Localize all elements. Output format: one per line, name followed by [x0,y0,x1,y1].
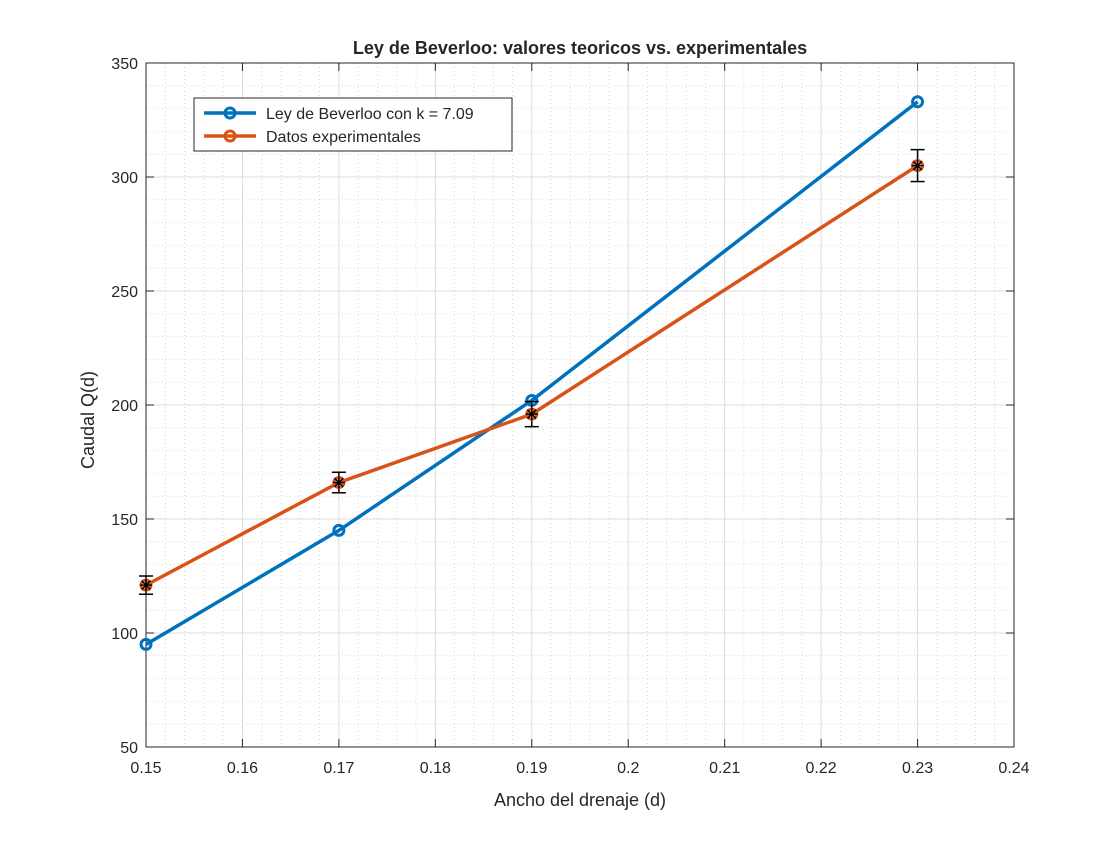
asterisk-marker [332,476,345,489]
x-tick-label: 0.23 [902,760,933,777]
y-tick-label: 100 [111,626,138,643]
series-line [145,164,919,587]
x-axis-label: Ancho del drenaje (d) [494,790,666,810]
y-tick-label: 350 [111,56,138,73]
legend-box [193,97,513,152]
minor-grid [146,63,1014,747]
asterisk-stroke [912,160,923,171]
asterisk-stroke [141,580,151,590]
legend-marker [223,106,237,120]
x-tick-label: 0.24 [998,760,1029,777]
chart-title: Ley de Beverloo: valores teoricos vs. ex… [353,38,807,58]
tick-labels: 0.15 0.16 0.17 0.18 0.19 0.2 0.21 0.22 0.23 0.24 5… [111,56,1029,777]
x-tick-label: 0.2 [617,760,639,777]
data-point [911,95,925,109]
x-tick-label: 0.16 [227,760,258,777]
major-grid [145,62,1015,748]
y-axis-label: Caudal Q(d) [78,371,98,469]
x-tick-label: 0.22 [806,760,837,777]
series-line [145,100,919,646]
y-tick-label: 150 [111,512,138,529]
y-tick-label: 200 [111,398,138,415]
legend: Ley de Beverloo con k = 7.09 Datos experi… [193,97,513,152]
x-tick-label: 0.18 [420,760,451,777]
y-tick-label: 300 [111,170,138,187]
series-2 [139,148,925,595]
series-1 [139,95,925,651]
asterisk-marker [911,159,924,172]
x-tick-label: 0.19 [516,760,547,777]
y-tick-label: 50 [120,740,138,757]
x-tick-label: 0.15 [130,760,161,777]
asterisk-marker [140,579,152,592]
data-point [332,523,346,537]
legend-marker [223,129,237,143]
series-layer [139,95,925,651]
data-point [139,637,153,651]
asterisk-marker [525,408,538,421]
asterisk-stroke [526,409,537,419]
legend-label: Datos experimentales [266,129,421,146]
legend-label: Ley de Beverloo con k = 7.09 [266,106,474,123]
x-tick-label: 0.17 [323,760,354,777]
y-tick-label: 250 [111,284,138,301]
axis-ticks [145,62,1015,748]
x-tick-label: 0.21 [709,760,740,777]
asterisk-stroke [334,477,344,488]
